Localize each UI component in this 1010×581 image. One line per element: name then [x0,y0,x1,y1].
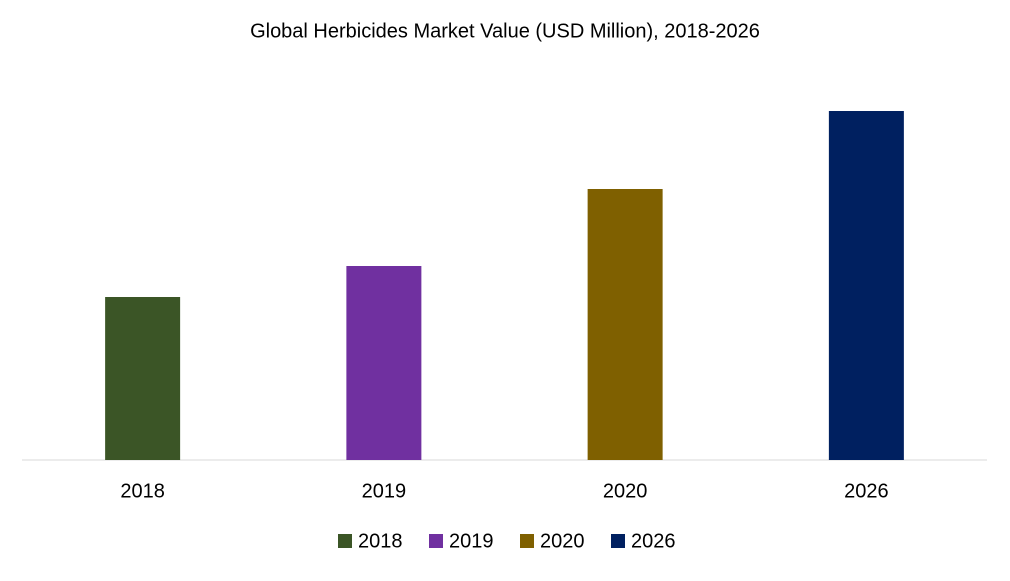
legend-swatch [429,534,443,548]
legend-label: 2026 [631,530,676,552]
legend-label: 2020 [540,530,585,552]
x-tick-label: 2019 [362,480,407,502]
legend-swatch [520,534,534,548]
chart-title: Global Herbicides Market Value (USD Mill… [250,20,760,42]
bar [346,266,422,460]
x-tick-label: 2026 [844,480,889,502]
bar [587,189,663,460]
x-tick-label: 2020 [603,480,648,502]
bar [105,297,181,460]
legend-swatch [338,534,352,548]
legend-swatch [611,534,625,548]
x-tick-label: 2018 [120,480,165,502]
legend-label: 2018 [358,530,403,552]
legend-label: 2019 [449,530,494,552]
bar [828,111,904,460]
